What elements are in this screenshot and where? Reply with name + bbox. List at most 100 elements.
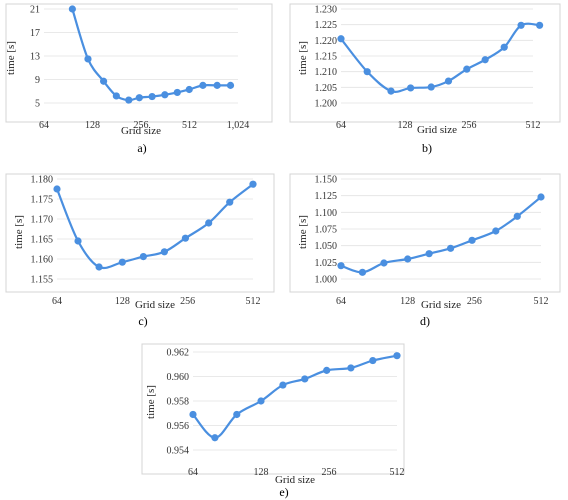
chart-b-data-point <box>337 35 345 43</box>
chart-e-x-tick-label: 64 <box>188 467 198 478</box>
chart-b-data-point <box>500 43 508 51</box>
chart-a-frame <box>5 3 273 123</box>
chart-e-y-tick-label: 0.956 <box>167 421 190 432</box>
chart-d-data-point <box>404 255 412 263</box>
chart-a-data-point <box>148 92 156 101</box>
chart-b-data-point <box>363 68 371 76</box>
chart-d-data-point <box>358 268 367 276</box>
chart-b-y-tick-label: 1.220 <box>315 36 338 47</box>
chart-b-data-point <box>406 84 415 92</box>
chart-c: 1.155 1.160 1.165 1.170 1.175 1.180 64 128 256 51… <box>0 170 280 328</box>
chart-c-y-tick-label: 1.175 <box>31 195 54 206</box>
chart-d-data-point <box>446 244 455 252</box>
chart-e-x-tick-label: 256 <box>322 467 337 478</box>
chart-d-data-point <box>380 259 388 267</box>
chart-c-y-axis-label: time [s] <box>13 215 25 249</box>
chart-e-data-point <box>323 366 331 374</box>
chart-a-x-axis-label: Grid size <box>121 125 161 137</box>
chart-b-x-tick-label: 64 <box>336 120 346 131</box>
chart-e: 0.954 0.956 0.958 0.960 0.962 64 128 256 512 Grid… <box>136 340 412 500</box>
chart-e-data-point <box>211 434 219 442</box>
chart-c-data-point <box>181 234 190 242</box>
chart-a-caption: a) <box>137 141 147 155</box>
chart-a-x-tick-label: 128 <box>85 120 100 131</box>
chart-c-y-tick-label: 1.160 <box>31 255 54 266</box>
chart-c-data-point <box>205 219 213 227</box>
chart-b-y-tick-label: 1.210 <box>315 67 338 78</box>
chart-c-data-point <box>53 185 61 193</box>
chart-c-x-tick-label: 256 <box>180 296 195 307</box>
chart-e-data-point <box>279 381 287 389</box>
chart-d-data-point <box>492 227 500 235</box>
chart-a-y-tick-label: 21 <box>30 5 40 16</box>
chart-b-x-axis-label: Grid size <box>417 124 457 136</box>
chart-d-data-point <box>337 262 345 270</box>
chart-d-x-tick-label: 128 <box>400 296 415 307</box>
chart-d-y-tick-label: 1.125 <box>315 191 338 202</box>
chart-d-frame <box>289 173 561 293</box>
chart-b-frame <box>289 3 561 123</box>
chart-a-x-tick-label: 64 <box>39 120 49 131</box>
chart-d-x-tick-label: 512 <box>534 296 549 307</box>
chart-a-y-axis-label: time [s] <box>5 41 17 75</box>
chart-e-data-point <box>393 352 401 360</box>
chart-b-x-tick-label: 256 <box>462 120 477 131</box>
chart-c-x-tick-label: 512 <box>246 296 261 307</box>
chart-a-x-tick-label: 256 <box>134 120 149 131</box>
chart-a-data-point <box>68 5 76 13</box>
chart-d-y-axis-label: time [s] <box>297 215 309 249</box>
chart-d-x-axis-label: Grid size <box>421 299 461 311</box>
chart-d-y-tick-label: 1.025 <box>315 258 338 269</box>
chart-b-caption: b) <box>422 141 432 155</box>
chart-d-y-tick-label: 1.075 <box>315 225 338 236</box>
chart-b-data-point <box>444 77 453 85</box>
chart-b-y-tick-label: 1.215 <box>315 52 338 63</box>
chart-e-x-tick-label: 512 <box>390 467 405 478</box>
chart-b-y-axis-label: time [s] <box>297 41 309 75</box>
chart-d-y-tick-label: 1.000 <box>315 275 338 286</box>
chart-a-x-tick-label: 1,024 <box>227 120 250 131</box>
chart-a-data-point <box>125 96 133 104</box>
chart-d-caption: d) <box>420 314 430 328</box>
chart-c-x-tick-label: 64 <box>52 296 62 307</box>
chart-c-y-tick-label: 1.165 <box>31 235 54 246</box>
chart-e-y-axis-label: time [s] <box>145 385 157 419</box>
chart-b-data-point <box>481 56 489 64</box>
chart-e-data-point <box>369 356 377 365</box>
chart-a-data-point <box>135 94 143 102</box>
chart-d-y-tick-label: 1.150 <box>315 175 338 186</box>
chart-e-y-tick-label: 0.960 <box>167 372 190 383</box>
chart-e-y-tick-label: 0.954 <box>167 446 190 457</box>
chart-c-x-tick-label: 128 <box>115 296 130 307</box>
chart-a-data-point <box>161 91 169 99</box>
chart-d-series-line <box>339 195 543 274</box>
chart-d-x-tick-label: 64 <box>336 296 346 307</box>
chart-c-data-point <box>226 198 234 206</box>
chart-a-data-point <box>226 81 235 89</box>
chart-c-data-point <box>95 263 103 271</box>
chart-e-data-point <box>347 364 355 372</box>
chart-e-data-point <box>257 397 265 405</box>
chart-d-data-point <box>468 236 476 244</box>
chart-e-series-line <box>191 354 399 439</box>
chart-c-svg: 1.155 1.160 1.165 1.170 1.175 1.180 64 128 256 51… <box>5 173 275 311</box>
chart-e-svg: 0.954 0.956 0.958 0.960 0.962 64 128 256 512 Grid… <box>141 343 405 486</box>
chart-a: 5 9 13 17 21 64 128 256 512 1,024 Grid size time [s… <box>0 0 280 155</box>
chart-c-data-point <box>74 237 82 245</box>
chart-c-x-axis-label: Grid size <box>135 299 175 311</box>
chart-b-data-point <box>387 87 395 95</box>
chart-d: 1.000 1.025 1.050 1.075 1.100 1.125 1.150 64 128… <box>284 170 568 328</box>
chart-c-frame <box>5 173 275 293</box>
chart-c-y-tick-label: 1.170 <box>31 215 54 226</box>
chart-e-data-point <box>233 410 241 419</box>
chart-d-y-tick-label: 1.050 <box>315 241 338 252</box>
chart-d-svg: 1.000 1.025 1.050 1.075 1.100 1.125 1.150 64 128… <box>289 173 561 311</box>
chart-a-data-point <box>84 55 92 63</box>
chart-e-y-tick-label: 0.962 <box>167 348 190 359</box>
chart-a-x-tick-label: 512 <box>182 120 197 131</box>
chart-e-caption: e) <box>279 485 289 499</box>
chart-c-y-tick-label: 1.155 <box>31 275 54 286</box>
chart-e-x-axis-label: Grid size <box>275 474 315 486</box>
chart-c-caption: c) <box>138 314 148 328</box>
chart-b-data-point <box>536 21 544 29</box>
